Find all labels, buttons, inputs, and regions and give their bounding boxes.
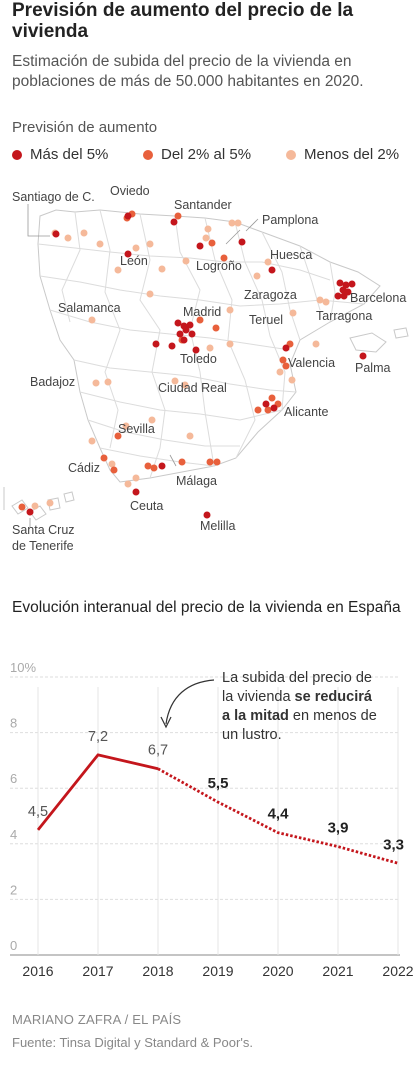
annotation-line-1: La subida del precio de [222, 670, 372, 686]
footer-source: Fuente: Tinsa Digital y Standard & Poor'… [12, 1035, 253, 1050]
legend-heading: Previsión de aumento [12, 119, 158, 136]
annotation-line-2: la vivienda se reducirá [222, 689, 373, 705]
leader-lines [27, 204, 259, 528]
city-label-toledo: Toledo [180, 352, 217, 366]
page-subtitle: Estimación de subida del precio de la vi… [12, 53, 364, 90]
province-borders [37, 209, 365, 479]
chart-gridlines [10, 676, 400, 956]
city-label-badajoz: Badajoz [30, 375, 75, 389]
legend-label-mid: Del 2% al 5% [161, 146, 252, 163]
city-label-oviedo: Oviedo [110, 184, 150, 198]
y-tick-label: 4 [10, 827, 17, 842]
city-label-valencia: Valencia [288, 356, 335, 370]
city-label-ceuta: Ceuta [130, 499, 163, 513]
city-label-teruel: Teruel [249, 313, 283, 327]
city-label-barcelona: Barcelona [350, 291, 406, 305]
y-tick-label: 10% [10, 660, 36, 675]
data-label: 5,5 [208, 775, 229, 792]
city-label-cadiz: Cádiz [68, 461, 100, 475]
city-label-santiago: Santiago de C. [12, 190, 95, 204]
chart-title: Evolución interanual del precio de la vi… [12, 599, 401, 616]
city-label-logrono: Logroño [196, 259, 242, 273]
annotation-line-3: a la mitad en menos de [222, 708, 377, 724]
city-label-malaga: Málaga [176, 474, 217, 488]
x-tick-label: 2020 [262, 963, 293, 979]
chart-data-labels: 4,5 7,2 6,7 5,5 4,4 3,9 3,3 [28, 729, 404, 853]
annotation-arrow [165, 679, 215, 725]
y-tick-label: 8 [10, 716, 17, 731]
data-label: 4,4 [268, 806, 290, 823]
footer-credit: MARIANO ZAFRA / EL PAÍS [12, 1012, 182, 1027]
data-label: 7,2 [88, 729, 108, 745]
chart-y-ticks: 0 2 4 6 8 10% [10, 660, 36, 953]
page-title: Previsión de aumento del precio de la vi… [12, 0, 354, 42]
x-tick-label: 2022 [382, 963, 413, 979]
menorca-island [393, 327, 409, 339]
series-line-actual [36, 753, 159, 831]
legend-item-high: Más del 5% [12, 146, 108, 163]
x-tick-label: 2019 [202, 963, 233, 979]
city-label-salamanca: Salamanca [58, 301, 121, 315]
x-tick-label: 2021 [322, 963, 353, 979]
legend-label-high: Más del 5% [30, 146, 109, 163]
city-dots-low [31, 219, 330, 510]
legend-item-low: Menos del 2% [286, 146, 399, 163]
y-tick-label: 0 [10, 938, 17, 953]
city-label-palma: Palma [355, 361, 390, 375]
data-label: 3,9 [328, 820, 349, 837]
x-tick-label: 2016 [22, 963, 53, 979]
series-line-forecast [157, 767, 399, 865]
city-dots-mid [18, 210, 294, 511]
spain-map: Santiago de C. Oviedo Santander Pamplona… [3, 184, 409, 553]
city-label-madrid: Madrid [183, 305, 221, 319]
legend-label-low: Menos del 2% [304, 146, 400, 163]
city-label-leon: León [120, 254, 148, 268]
city-label-zaragoza: Zaragoza [244, 288, 297, 302]
data-label: 4,5 [28, 804, 48, 820]
x-tick-label: 2017 [82, 963, 113, 979]
city-label-sevilla: Sevilla [118, 422, 155, 436]
annotation-line-4: un lustro. [222, 727, 282, 743]
chart-x-ticks: 2016 2017 2018 2019 2020 2021 2022 [22, 963, 413, 979]
chart-series [36, 753, 399, 865]
line-chart: 0 2 4 6 8 10% 2016 2017 2018 2019 2020 2021 2022 4,… [10, 660, 414, 979]
city-label-pamplona: Pamplona [262, 213, 318, 227]
city-label-ciudad-real: Ciudad Real [158, 381, 227, 395]
legend-dot-low [286, 150, 296, 160]
city-label-santa-cruz: Santa Cruz de Tenerife [12, 523, 75, 553]
city-labels: Santiago de C. Oviedo Santander Pamplona… [12, 184, 406, 553]
city-label-huesca: Huesca [270, 248, 312, 262]
x-tick-label: 2018 [142, 963, 173, 979]
balearic-islands [349, 332, 387, 353]
annotation-arrowhead [160, 716, 172, 729]
city-dots-high [26, 212, 367, 519]
legend-dot-high [12, 150, 22, 160]
y-tick-label: 6 [10, 771, 17, 786]
city-label-alicante: Alicante [284, 405, 329, 419]
city-label-melilla: Melilla [200, 519, 235, 533]
y-tick-label: 2 [10, 882, 17, 897]
data-label: 6,7 [148, 743, 168, 759]
chart-annotation: La subida del precio de la vivienda se r… [222, 670, 377, 743]
city-label-tarragona: Tarragona [316, 309, 372, 323]
data-label: 3,3 [383, 836, 404, 853]
legend-dot-mid [143, 150, 153, 160]
city-label-santander: Santander [174, 198, 232, 212]
legend-item-mid: Del 2% al 5% [143, 146, 251, 163]
